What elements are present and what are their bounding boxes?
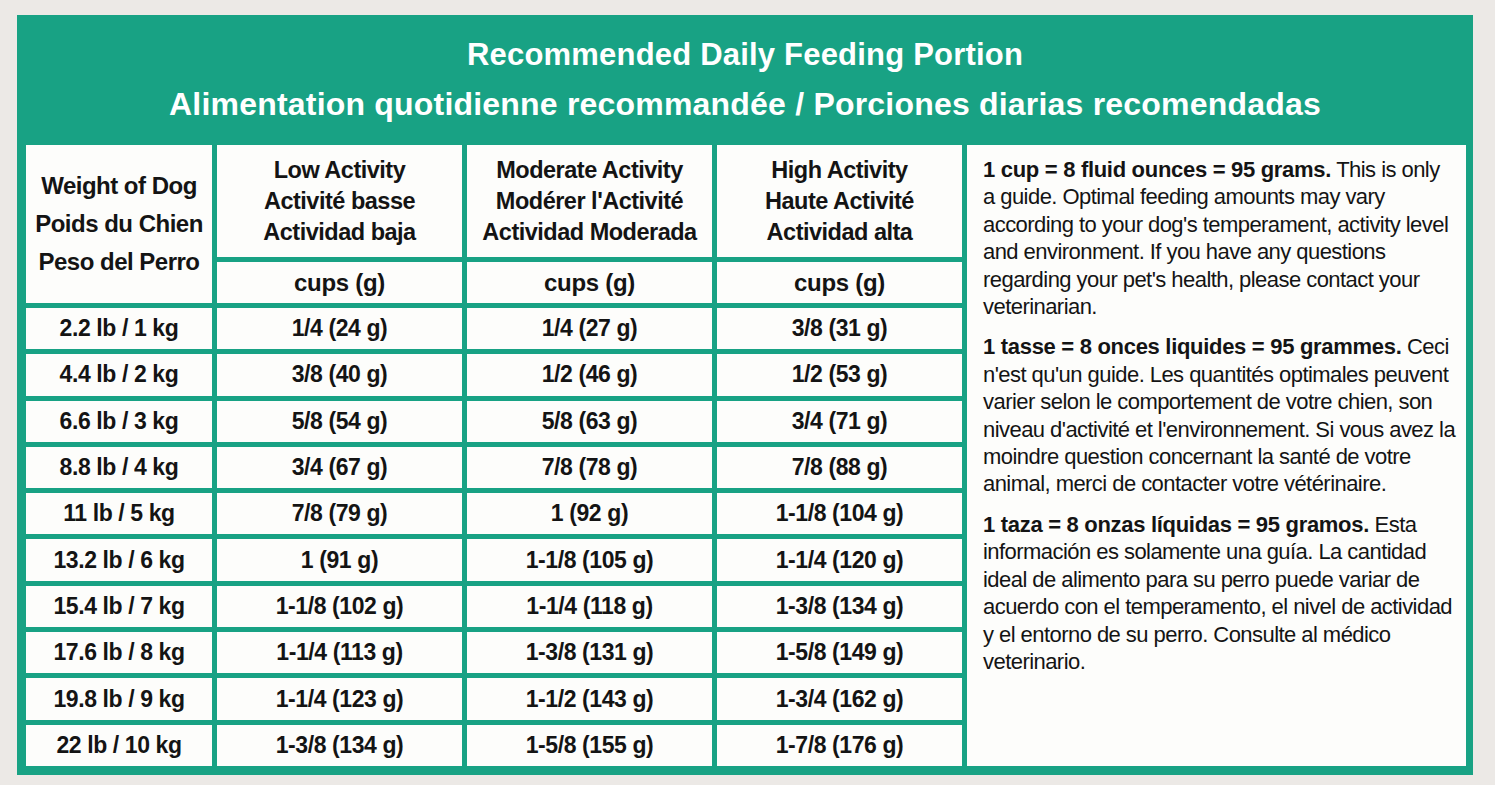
low-activity-cell: 1 (91 g) [217, 539, 462, 580]
moderate-activity-cell: 1-1/2 (143 g) [467, 678, 712, 719]
moderate-activity-label-es: Actividad Moderada [482, 217, 696, 248]
low-activity-cell: 1-1/8 (102 g) [217, 586, 462, 627]
weight-cell: 19.8 lb / 9 kg [26, 678, 212, 719]
weight-cell: 15.4 lb / 7 kg [26, 586, 212, 627]
moderate-activity-unit: cups (g) [467, 262, 712, 303]
high-activity-cell: 1-3/4 (162 g) [717, 678, 962, 719]
note-french: 1 tasse = 8 onces liquides = 95 grammes.… [983, 333, 1456, 497]
low-activity-cell: 5/8 (54 g) [217, 401, 462, 442]
weight-cell: 2.2 lb / 1 kg [26, 308, 212, 349]
high-activity-label-en: High Activity [771, 155, 907, 186]
low-activity-cell: 1-1/4 (113 g) [217, 632, 462, 673]
weight-cell: 11 lb / 5 kg [26, 493, 212, 534]
high-activity-header: High Activity Haute Activité Actividad a… [717, 145, 962, 257]
note-spanish: 1 taza = 8 onzas líquidas = 95 gramos. E… [983, 511, 1456, 675]
weight-cell: 13.2 lb / 6 kg [26, 539, 212, 580]
high-activity-unit: cups (g) [717, 262, 962, 303]
low-activity-label-es: Actividad baja [263, 217, 415, 248]
weight-cell: 8.8 lb / 4 kg [26, 447, 212, 488]
high-activity-cell: 1/2 (53 g) [717, 354, 962, 395]
high-activity-cell: 3/8 (31 g) [717, 308, 962, 349]
weight-cell: 4.4 lb / 2 kg [26, 354, 212, 395]
high-activity-label-fr: Haute Activité [765, 186, 914, 217]
moderate-activity-cell: 5/8 (63 g) [467, 401, 712, 442]
high-activity-cell: 7/8 (88 g) [717, 447, 962, 488]
note-spanish-lead: 1 taza = 8 onzas líquidas = 95 gramos. [983, 512, 1369, 537]
low-activity-label-en: Low Activity [274, 155, 406, 186]
title-french-spanish: Alimentation quotidienne recommandée / P… [169, 86, 1321, 123]
high-activity-cell: 1-1/8 (104 g) [717, 493, 962, 534]
note-english-lead: 1 cup = 8 fluid ounces = 95 grams. [983, 157, 1331, 182]
high-activity-cell: 1-1/4 (120 g) [717, 539, 962, 580]
title-english: Recommended Daily Feeding Portion [467, 37, 1023, 73]
moderate-activity-cell: 1-1/4 (118 g) [467, 586, 712, 627]
low-activity-label-fr: Activité basse [264, 186, 415, 217]
weight-cell: 22 lb / 10 kg [26, 725, 212, 766]
high-activity-cell: 1-3/8 (134 g) [717, 586, 962, 627]
weight-header-en: Weight of Dog [41, 167, 197, 205]
moderate-activity-cell: 1-5/8 (155 g) [467, 725, 712, 766]
moderate-activity-cell: 1 (92 g) [467, 493, 712, 534]
feeding-guide-label: Recommended Daily Feeding Portion Alimen… [0, 0, 1495, 785]
title-band: Recommended Daily Feeding Portion Alimen… [17, 15, 1473, 145]
low-activity-cell: 7/8 (79 g) [217, 493, 462, 534]
note-french-lead: 1 tasse = 8 onces liquides = 95 grammes. [983, 334, 1401, 359]
high-activity-cell: 3/4 (71 g) [717, 401, 962, 442]
low-activity-cell: 1-1/4 (123 g) [217, 678, 462, 719]
high-activity-cell: 1-5/8 (149 g) [717, 632, 962, 673]
teal-frame: Recommended Daily Feeding Portion Alimen… [17, 15, 1473, 775]
weight-cell: 6.6 lb / 3 kg [26, 401, 212, 442]
note-english: 1 cup = 8 fluid ounces = 95 grams. This … [983, 156, 1456, 320]
moderate-activity-cell: 1/2 (46 g) [467, 354, 712, 395]
weight-header-fr: Poids du Chien [35, 205, 203, 243]
high-activity-label-es: Actividad alta [767, 217, 913, 248]
low-activity-cell: 3/8 (40 g) [217, 354, 462, 395]
high-activity-cell: 1-7/8 (176 g) [717, 725, 962, 766]
moderate-activity-label-en: Moderate Activity [496, 155, 683, 186]
low-activity-unit: cups (g) [217, 262, 462, 303]
low-activity-cell: 1-3/8 (134 g) [217, 725, 462, 766]
feeding-table: Weight of Dog Poids du Chien Peso del Pe… [26, 145, 1466, 766]
low-activity-cell: 1/4 (24 g) [217, 308, 462, 349]
moderate-activity-header: Moderate Activity Modérer l'Activité Act… [467, 145, 712, 257]
moderate-activity-cell: 1/4 (27 g) [467, 308, 712, 349]
low-activity-header: Low Activity Activité basse Actividad ba… [217, 145, 462, 257]
moderate-activity-cell: 1-3/8 (131 g) [467, 632, 712, 673]
weight-header-es: Peso del Perro [38, 243, 199, 281]
notes-panel: 1 cup = 8 fluid ounces = 95 grams. This … [967, 145, 1466, 766]
weight-column-header: Weight of Dog Poids du Chien Peso del Pe… [26, 145, 212, 303]
moderate-activity-label-fr: Modérer l'Activité [496, 186, 683, 217]
low-activity-cell: 3/4 (67 g) [217, 447, 462, 488]
moderate-activity-cell: 1-1/8 (105 g) [467, 539, 712, 580]
weight-cell: 17.6 lb / 8 kg [26, 632, 212, 673]
moderate-activity-cell: 7/8 (78 g) [467, 447, 712, 488]
